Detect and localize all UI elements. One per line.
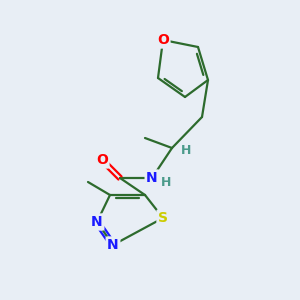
Text: H: H <box>161 176 171 190</box>
Text: O: O <box>157 33 169 47</box>
Text: N: N <box>107 238 119 252</box>
Text: H: H <box>181 143 191 157</box>
Text: O: O <box>96 153 108 167</box>
Text: N: N <box>91 215 103 229</box>
Text: S: S <box>158 211 168 225</box>
Text: N: N <box>146 171 158 185</box>
